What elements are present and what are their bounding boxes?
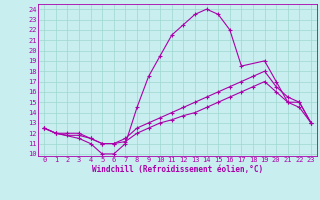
X-axis label: Windchill (Refroidissement éolien,°C): Windchill (Refroidissement éolien,°C) <box>92 165 263 174</box>
